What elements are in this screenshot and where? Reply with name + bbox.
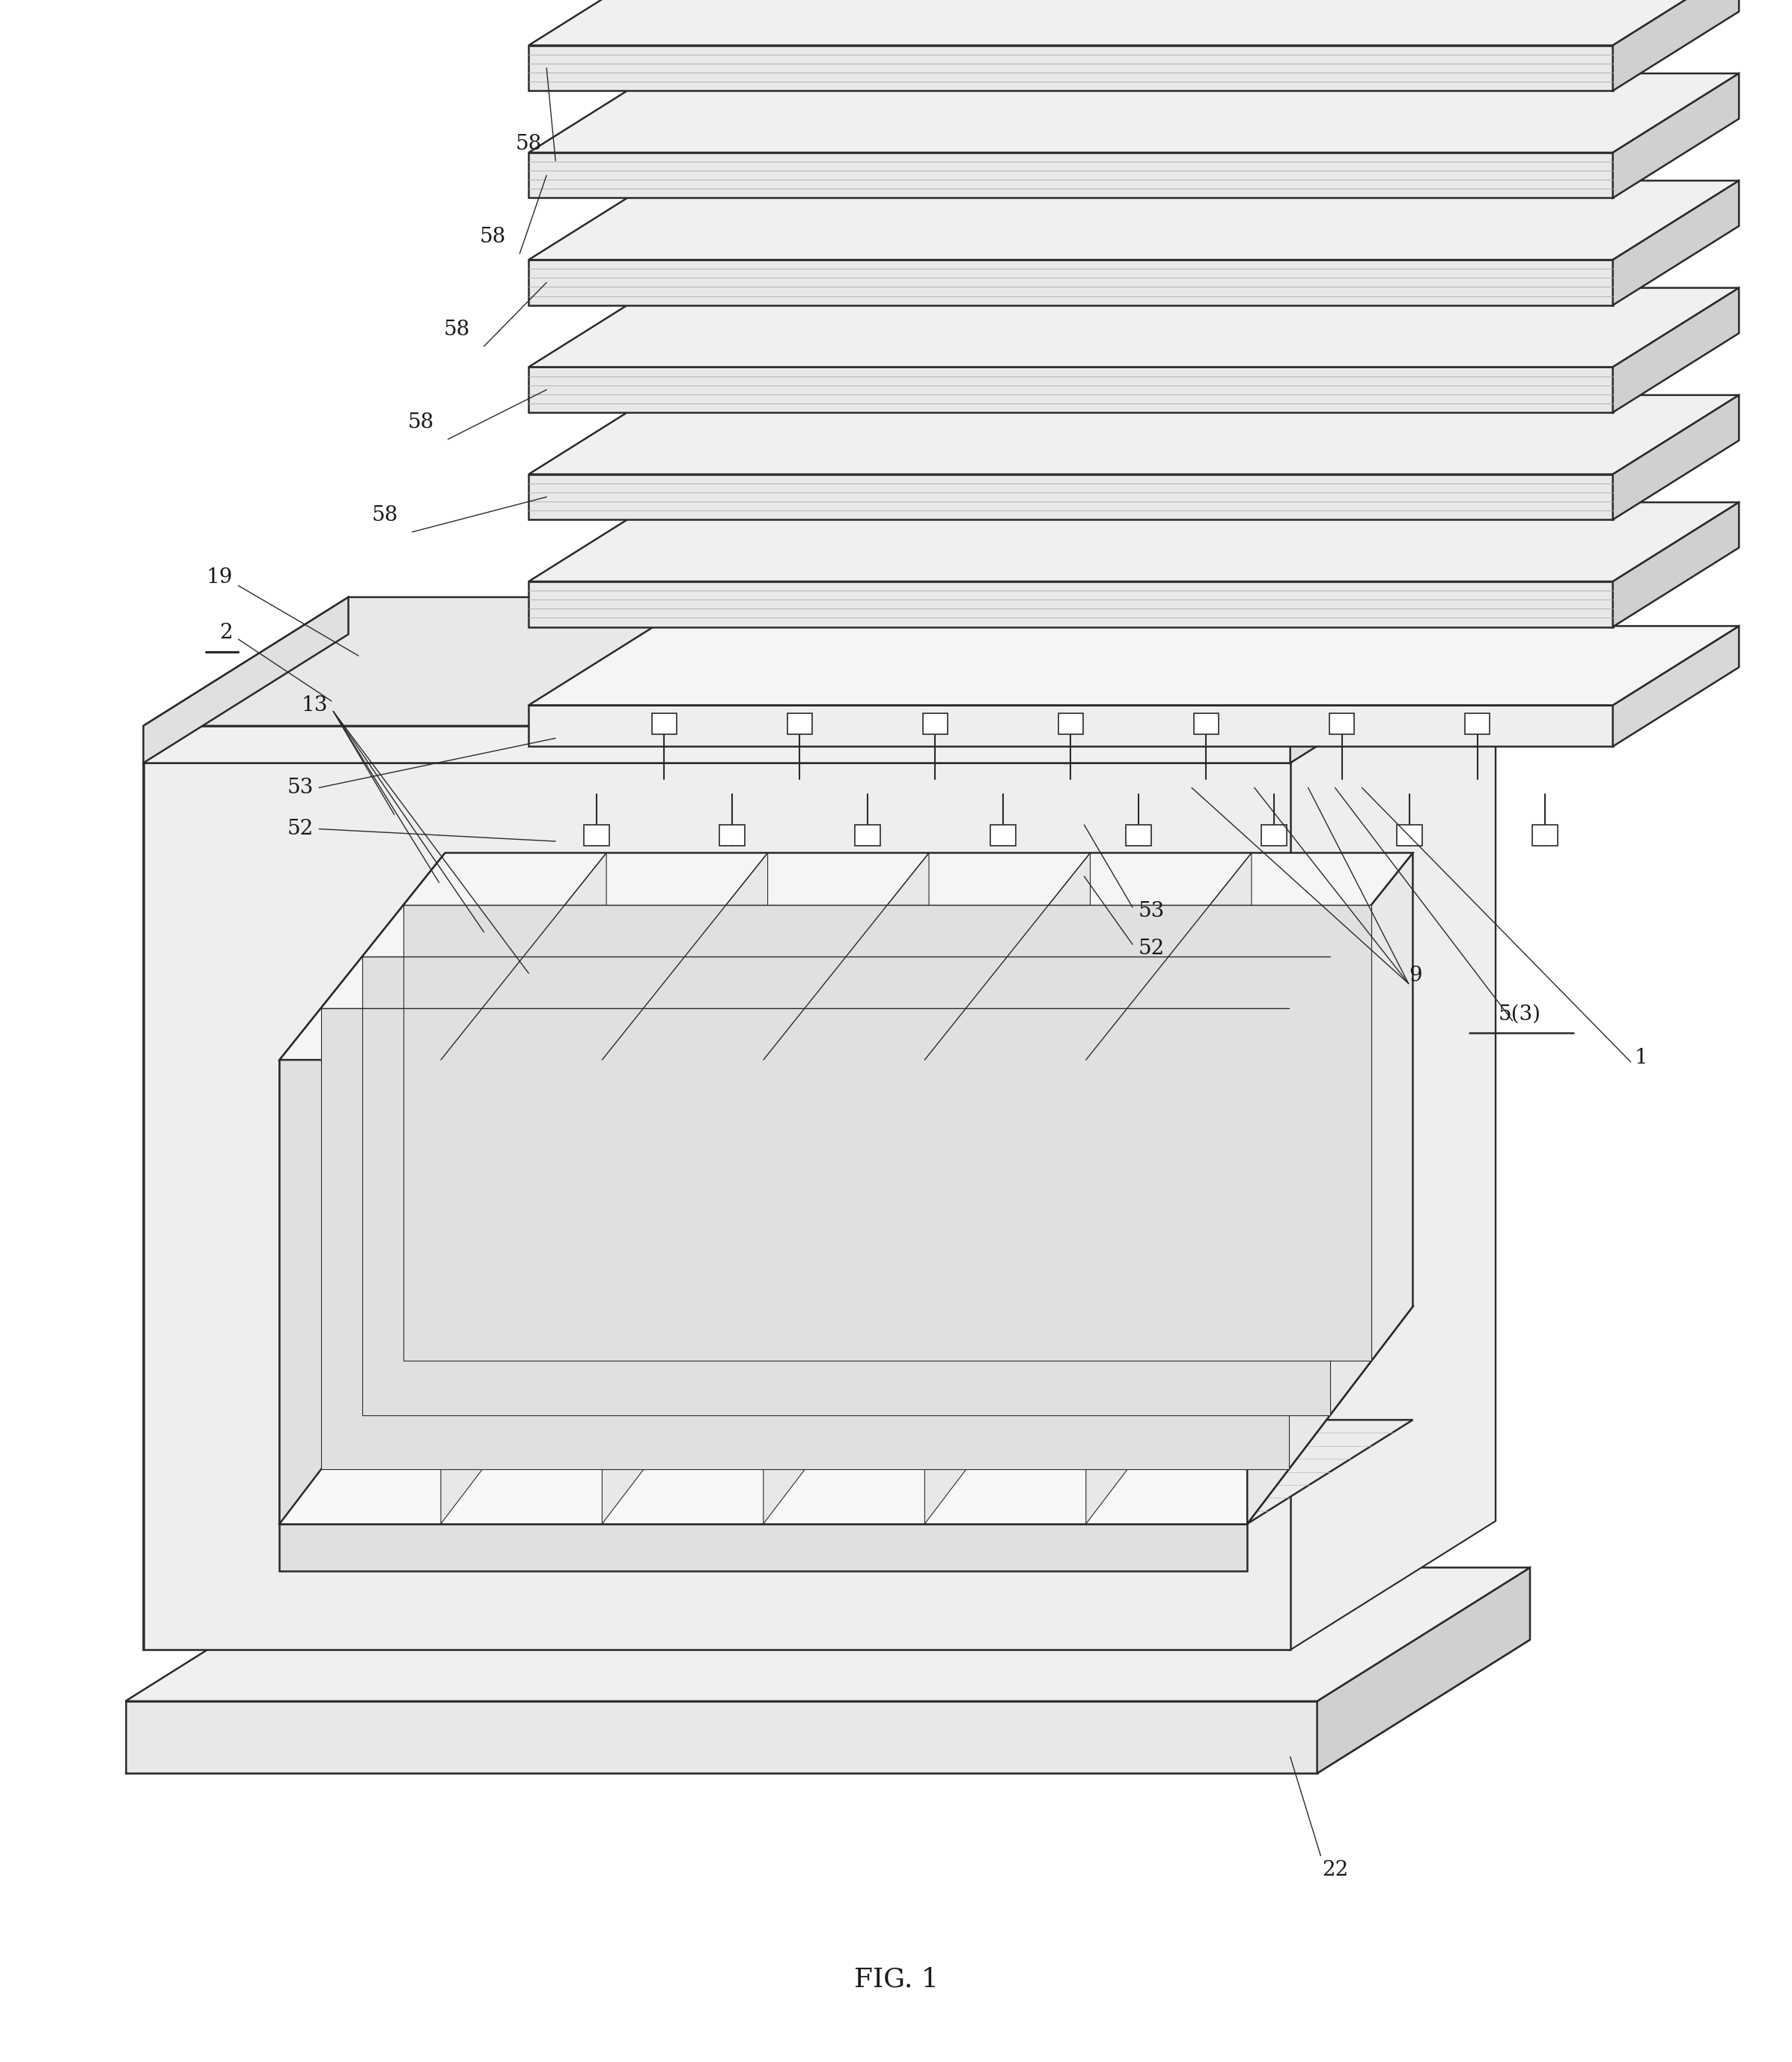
Polygon shape [1613, 289, 1738, 412]
Text: 1: 1 [1634, 1047, 1649, 1068]
Polygon shape [652, 713, 677, 734]
Polygon shape [280, 1524, 1247, 1571]
Text: 58: 58 [516, 134, 541, 155]
Text: FIG. 1: FIG. 1 [853, 1967, 939, 1992]
Polygon shape [1247, 854, 1412, 1524]
Polygon shape [280, 854, 444, 1524]
Polygon shape [529, 705, 1613, 746]
Text: 53: 53 [1138, 901, 1165, 922]
Polygon shape [125, 1701, 1317, 1773]
Polygon shape [403, 905, 1371, 1361]
Polygon shape [602, 854, 767, 1524]
Polygon shape [280, 854, 1412, 1060]
Text: 13: 13 [301, 695, 328, 716]
Polygon shape [529, 396, 1738, 474]
Polygon shape [125, 1567, 1530, 1701]
Polygon shape [529, 581, 1613, 627]
Polygon shape [1613, 74, 1738, 198]
Polygon shape [1290, 598, 1495, 763]
Text: 52: 52 [1138, 938, 1165, 959]
Polygon shape [787, 713, 812, 734]
Text: 58: 58 [444, 320, 470, 340]
Polygon shape [529, 367, 1613, 412]
Polygon shape [529, 181, 1738, 260]
Polygon shape [1086, 854, 1251, 1524]
Polygon shape [529, 74, 1738, 153]
Polygon shape [1330, 713, 1355, 734]
Polygon shape [1532, 825, 1557, 845]
Polygon shape [719, 825, 744, 845]
Polygon shape [1262, 825, 1287, 845]
Polygon shape [143, 763, 1290, 1650]
Polygon shape [1193, 713, 1219, 734]
Text: 58: 58 [409, 412, 434, 433]
Polygon shape [1613, 396, 1738, 520]
Polygon shape [125, 1639, 1530, 1773]
Polygon shape [1398, 825, 1423, 845]
Text: 5(3): 5(3) [1498, 1004, 1541, 1025]
Polygon shape [529, 45, 1613, 91]
Text: 58: 58 [480, 227, 505, 247]
Polygon shape [1317, 1567, 1530, 1773]
Text: 9: 9 [1409, 965, 1423, 986]
Polygon shape [143, 1522, 1495, 1650]
Polygon shape [855, 825, 880, 845]
Polygon shape [1125, 825, 1150, 845]
Text: 58: 58 [373, 505, 398, 526]
Polygon shape [1464, 713, 1489, 734]
Polygon shape [280, 1060, 1247, 1524]
Polygon shape [925, 854, 1090, 1524]
Polygon shape [1290, 635, 1495, 1650]
Text: 52: 52 [287, 819, 314, 839]
Polygon shape [143, 598, 348, 763]
Text: 19: 19 [206, 567, 233, 588]
Polygon shape [529, 0, 1738, 45]
Polygon shape [1057, 713, 1082, 734]
Polygon shape [1290, 635, 1495, 1650]
Polygon shape [143, 726, 1290, 763]
Polygon shape [441, 854, 606, 1524]
Polygon shape [362, 957, 1330, 1415]
Polygon shape [1613, 0, 1738, 91]
Text: 22: 22 [1322, 1860, 1348, 1881]
Polygon shape [1613, 181, 1738, 305]
Polygon shape [529, 153, 1613, 198]
Polygon shape [529, 503, 1738, 581]
Polygon shape [923, 713, 948, 734]
Polygon shape [143, 598, 1495, 726]
Polygon shape [280, 1307, 1412, 1524]
Text: 53: 53 [287, 777, 314, 798]
Text: 2: 2 [220, 623, 233, 643]
Polygon shape [763, 854, 928, 1524]
Polygon shape [1613, 503, 1738, 627]
Polygon shape [348, 635, 1495, 1522]
Polygon shape [1613, 627, 1738, 746]
Polygon shape [584, 825, 609, 845]
Polygon shape [991, 825, 1016, 845]
Polygon shape [143, 635, 348, 1650]
Polygon shape [529, 474, 1613, 520]
Polygon shape [529, 627, 1738, 705]
Polygon shape [280, 1421, 1412, 1524]
Polygon shape [529, 289, 1738, 367]
Polygon shape [529, 260, 1613, 305]
Polygon shape [321, 1008, 1288, 1470]
